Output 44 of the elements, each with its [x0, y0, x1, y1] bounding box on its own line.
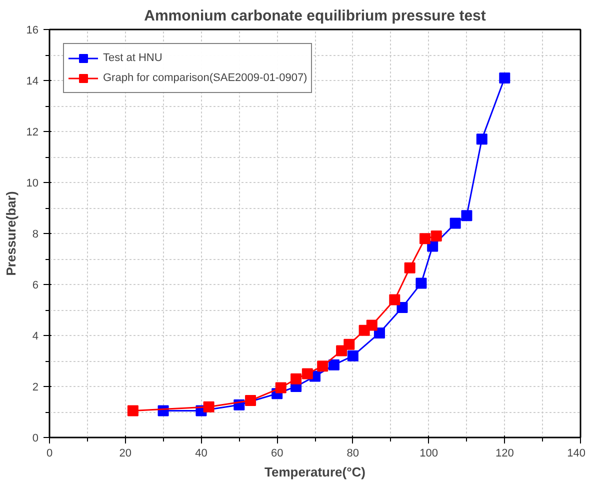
x-tick-label: 120 [495, 448, 514, 460]
point [476, 134, 488, 145]
point [389, 294, 400, 306]
point [245, 395, 256, 406]
x-axis-title: Temperature(°C) [264, 464, 366, 480]
point [328, 359, 340, 370]
x-tick-label: 100 [420, 448, 438, 460]
legend-label: Test at HNU [103, 52, 162, 64]
y-tick-label: 10 [26, 178, 39, 190]
legend-label: Graph for comparison(SAE2009-01-0907) [103, 72, 308, 84]
y-tick-label: 8 [32, 228, 39, 240]
point [374, 327, 385, 338]
x-tick-label: 0 [46, 448, 53, 460]
point [404, 262, 416, 274]
point [127, 405, 138, 416]
y-tick-label: 14 [26, 76, 39, 88]
point [430, 230, 442, 242]
y-tick-label: 0 [32, 432, 39, 444]
point [416, 278, 427, 289]
point [290, 373, 302, 384]
x-tick-label: 80 [346, 448, 360, 460]
y-tick-label: 6 [32, 280, 39, 292]
point [275, 382, 286, 394]
x-tick-label: 140 [567, 448, 586, 460]
x-tick-label: 20 [119, 448, 132, 460]
y-tick-label: 16 [26, 24, 39, 36]
point [347, 350, 358, 362]
chart-title: Ammonium carbonate equilibrium pressure test [144, 8, 486, 24]
x-tick-label: 40 [195, 448, 208, 460]
point [317, 360, 328, 372]
point [419, 233, 430, 244]
point [302, 368, 313, 380]
point [344, 338, 355, 350]
point [499, 72, 510, 84]
x-tick-label: 60 [270, 448, 284, 460]
point [450, 218, 461, 229]
point [366, 320, 378, 331]
y-tick-label: 4 [32, 330, 39, 342]
y-tick-label: 2 [32, 382, 39, 394]
point [203, 401, 214, 412]
y-axis-title: Pressure(bar) [3, 191, 18, 276]
point [396, 302, 408, 313]
point [461, 210, 472, 222]
y-tick-label: 12 [26, 126, 39, 138]
